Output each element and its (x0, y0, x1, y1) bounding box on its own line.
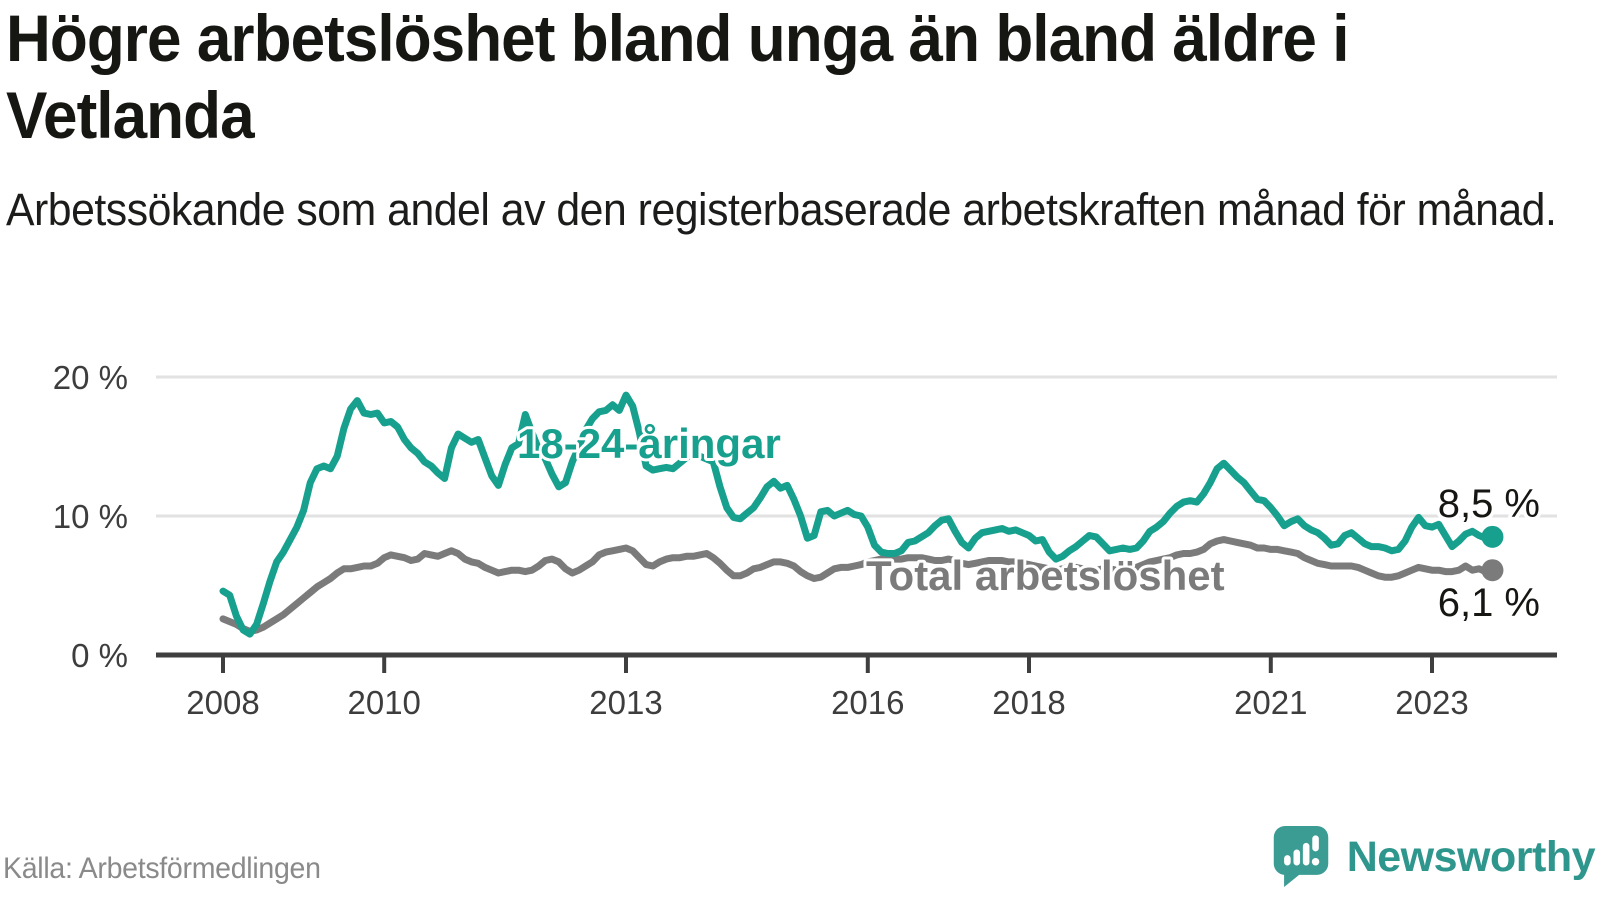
x-axis-tick-label: 2010 (347, 684, 420, 721)
chart-subtitle: Arbetssökande som andel av den registerb… (6, 184, 1557, 235)
x-axis-tick-label: 2018 (992, 684, 1065, 721)
series-end-dot (1481, 525, 1504, 548)
series-line (219, 536, 1496, 635)
series-label: Total arbetslöshet (866, 552, 1225, 599)
x-axis-tick-label: 2021 (1234, 684, 1307, 721)
series-label: 18-24-åringar (517, 420, 781, 467)
end-value-label: 8,5 % (1438, 482, 1540, 526)
y-axis-tick-label: 0 % (71, 637, 128, 674)
x-axis-tick-label: 2023 (1395, 684, 1468, 721)
y-axis-tick-label: 10 % (53, 498, 128, 535)
series-line (219, 391, 1496, 638)
y-axis-tick-label: 20 % (53, 359, 128, 396)
x-axis-tick-label: 2013 (589, 684, 662, 721)
x-axis-tick-label: 2008 (186, 684, 259, 721)
branding: Newsworthy (1273, 826, 1596, 888)
series-end-dot (1481, 559, 1504, 582)
brand-wordmark: Newsworthy (1346, 832, 1596, 881)
end-value-label: 6,1 % (1438, 581, 1540, 625)
source-attribution: Källa: Arbetsförmedlingen (3, 852, 321, 885)
x-axis-tick-label: 2016 (831, 684, 904, 721)
page-title: Högre arbetslöshet bland unga än bland ä… (6, 1, 1349, 152)
newsworthy-speech-bubble-bar-chart-icon (1273, 826, 1328, 888)
